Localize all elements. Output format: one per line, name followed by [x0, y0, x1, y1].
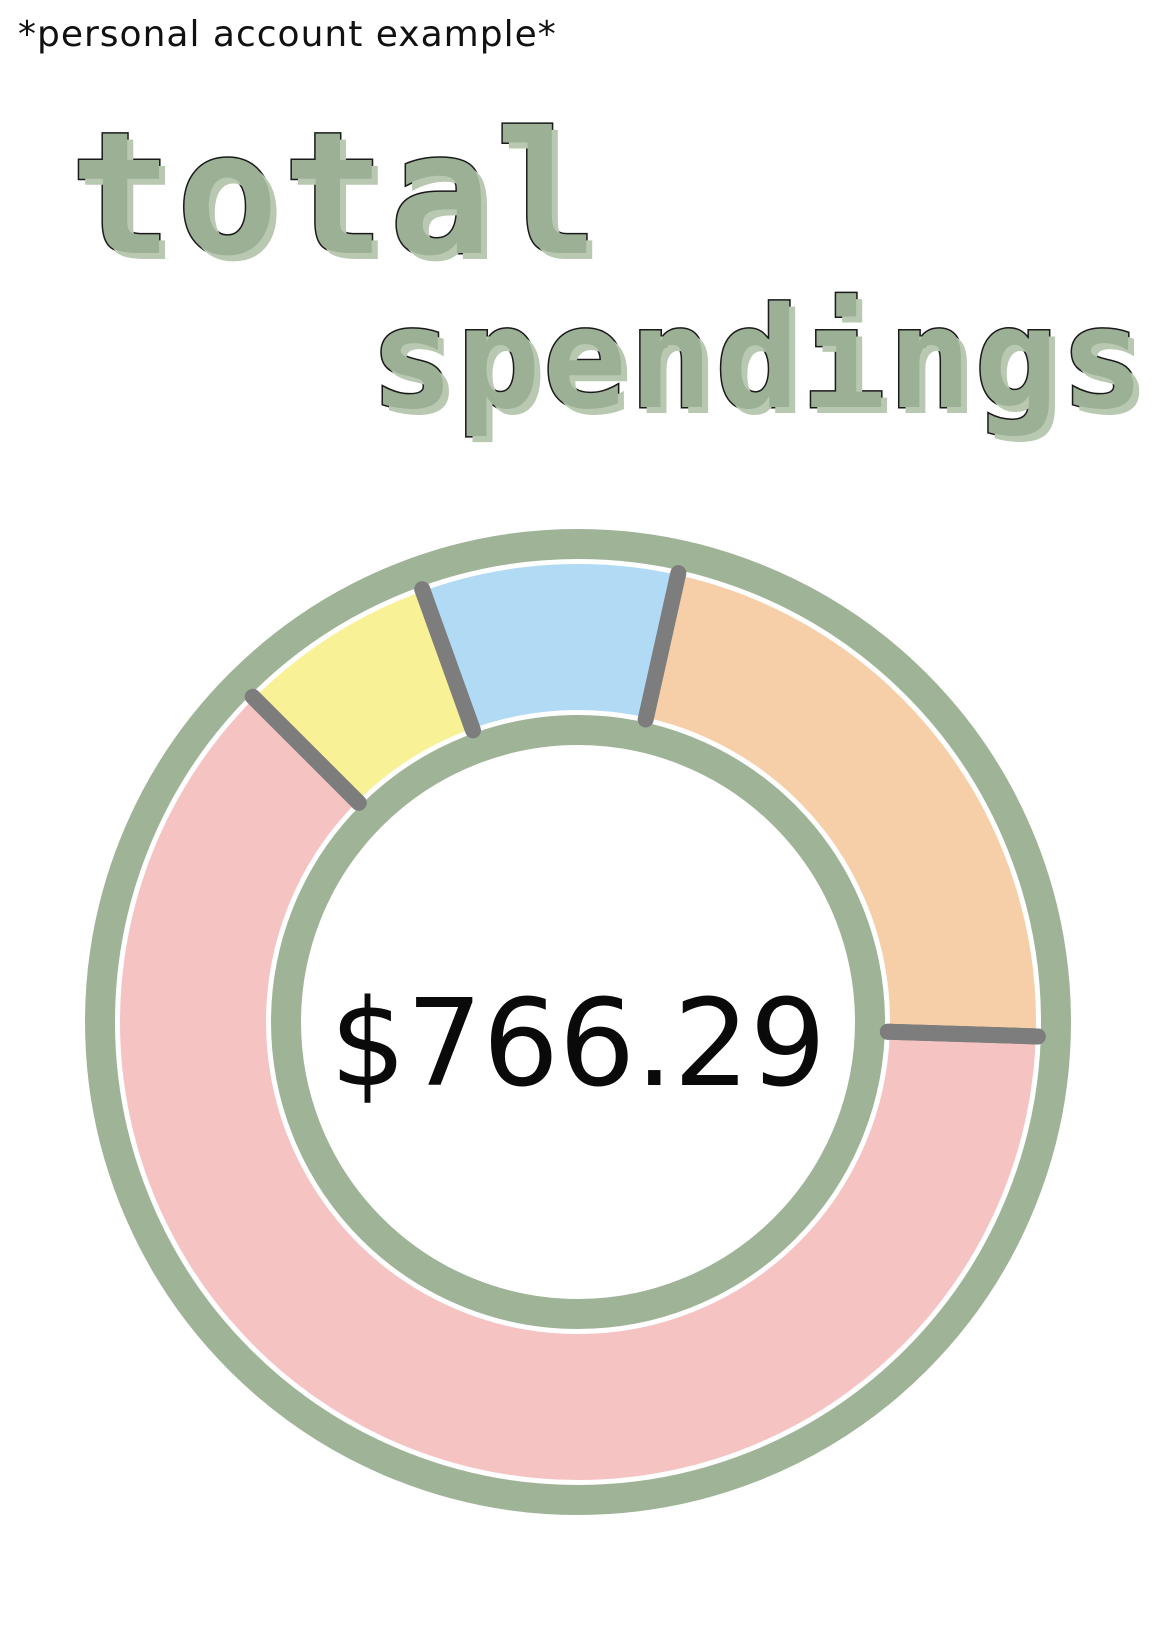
page-title-line2: spendings — [369, 278, 1147, 441]
total-amount: $766.29 — [330, 975, 826, 1114]
donut-slices — [120, 564, 1036, 1480]
example-note: *personal account example* — [18, 14, 557, 55]
donut-slice-3 — [645, 575, 1036, 1037]
page-title-line1: total — [69, 96, 602, 294]
slice-divider-1 — [414, 581, 481, 739]
slice-divider-0 — [244, 688, 367, 811]
donut-slice-2 — [422, 564, 678, 729]
donut-rings — [85, 529, 1071, 1515]
outer-ring — [85, 529, 1071, 1515]
donut-dividers — [244, 565, 1046, 1045]
slice-divider-2 — [637, 565, 687, 728]
donut-slice-4 — [120, 698, 1036, 1480]
slice-divider-last — [879, 1023, 1046, 1045]
inner-ring — [271, 715, 885, 1329]
donut-slice-1 — [254, 591, 474, 803]
